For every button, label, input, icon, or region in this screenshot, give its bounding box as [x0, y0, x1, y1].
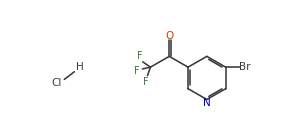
Text: F: F [137, 51, 142, 61]
Text: F: F [134, 66, 140, 75]
Text: Br: Br [239, 62, 251, 72]
Text: Cl: Cl [51, 78, 62, 88]
Text: O: O [165, 31, 173, 41]
Text: N: N [203, 98, 211, 108]
Text: F: F [143, 77, 149, 87]
Text: H: H [76, 62, 84, 72]
